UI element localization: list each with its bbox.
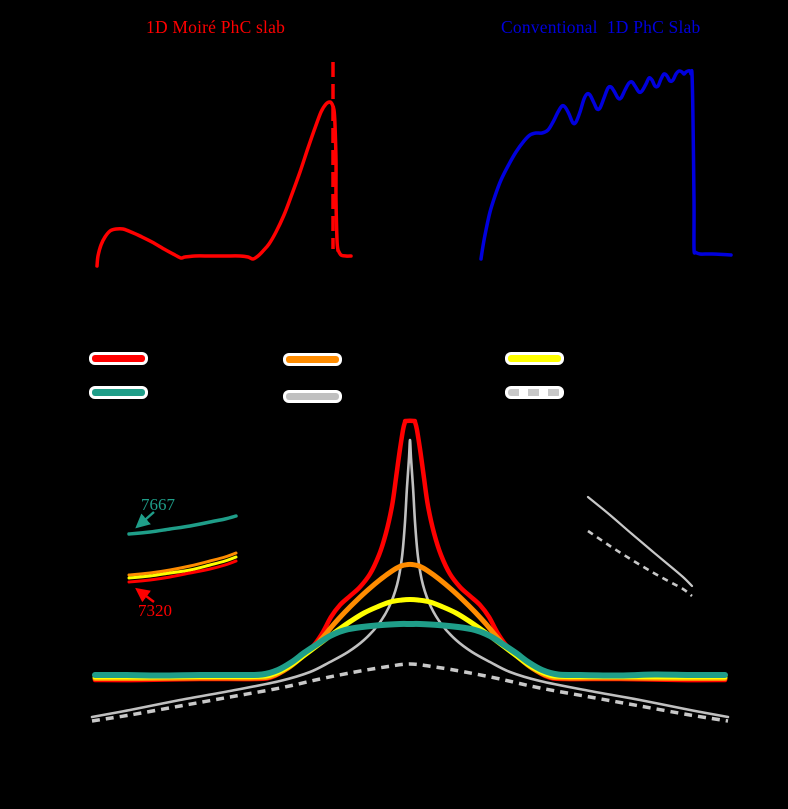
panel-a-title: 1D Moiré PhC slab <box>146 17 286 37</box>
panel-c-gray-dashed-broad-curve <box>91 662 729 723</box>
legend-swatch-teal <box>89 386 148 399</box>
annotation-7667-arrow <box>135 511 155 529</box>
legend-swatch-gray-solid <box>283 390 342 403</box>
panel-c-inset-gray-dashed-curve <box>587 529 693 598</box>
panel-c-gray-solid-peaked-curve <box>90 438 730 719</box>
panel-c-inset-gray-solid-curve <box>586 495 694 588</box>
panel-c-teal-curve <box>92 620 728 679</box>
legend-swatch-gray-dashed <box>505 386 564 399</box>
annotation-7667: 7667 <box>141 495 175 514</box>
panel-b-blue-spectrum-curve <box>479 68 733 261</box>
panel-b-title: Conventional 1D PhC Slab <box>501 17 701 37</box>
legend-orange-line <box>286 356 339 363</box>
annotation-7320: 7320 <box>138 601 172 620</box>
legend-red-line <box>92 355 145 362</box>
panel-c-inset-teal-curve <box>127 514 238 536</box>
panel-c-inset-orange-curve <box>127 551 238 577</box>
panel-c-inset-red-curve <box>127 559 238 584</box>
legend-swatch-red <box>89 352 148 365</box>
legend-swatch-orange <box>283 353 342 366</box>
legend-gray-dashed-line <box>508 389 561 396</box>
panel-c-inset-yellow-curve <box>127 555 238 580</box>
annotation-7320-arrow <box>135 587 155 603</box>
legend-teal-line <box>92 389 145 396</box>
legend-gray-solid-line <box>286 393 339 400</box>
legend-swatch-yellow <box>505 352 564 365</box>
legend-yellow-line <box>508 355 561 362</box>
panel-a-red-spectrum-curve <box>95 100 353 268</box>
